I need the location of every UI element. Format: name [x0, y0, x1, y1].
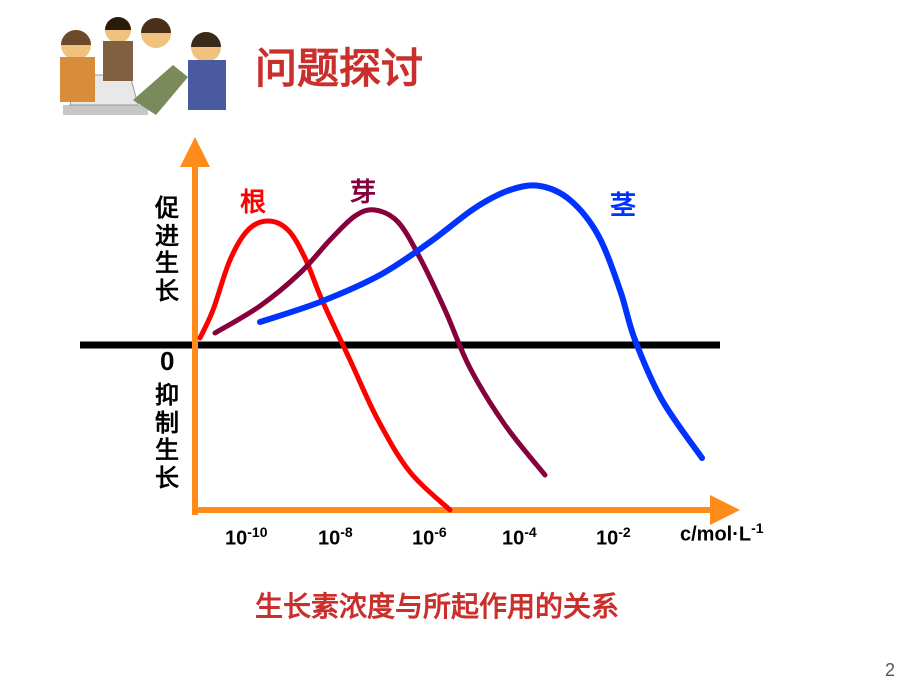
zero-label: 0: [160, 346, 174, 377]
curve-label-stem: 茎: [610, 185, 636, 222]
page-number: 2: [885, 660, 895, 681]
curve-label-root: 根: [240, 182, 266, 219]
y-axis-label-inhibit: 抑制生长: [155, 382, 179, 492]
curve-label-bud: 芽: [350, 172, 376, 209]
y-axis-label-promote: 促进生长: [155, 195, 179, 305]
x-tick: 10-10: [225, 524, 267, 551]
x-axis-unit: c/mol·L-1: [680, 520, 764, 547]
chart-caption: 生长素浓度与所起作用的关系: [255, 585, 619, 625]
x-tick: 10-4: [502, 524, 537, 551]
x-tick: 10-8: [318, 524, 353, 551]
x-tick: 10-2: [596, 524, 631, 551]
x-tick: 10-6: [412, 524, 447, 551]
